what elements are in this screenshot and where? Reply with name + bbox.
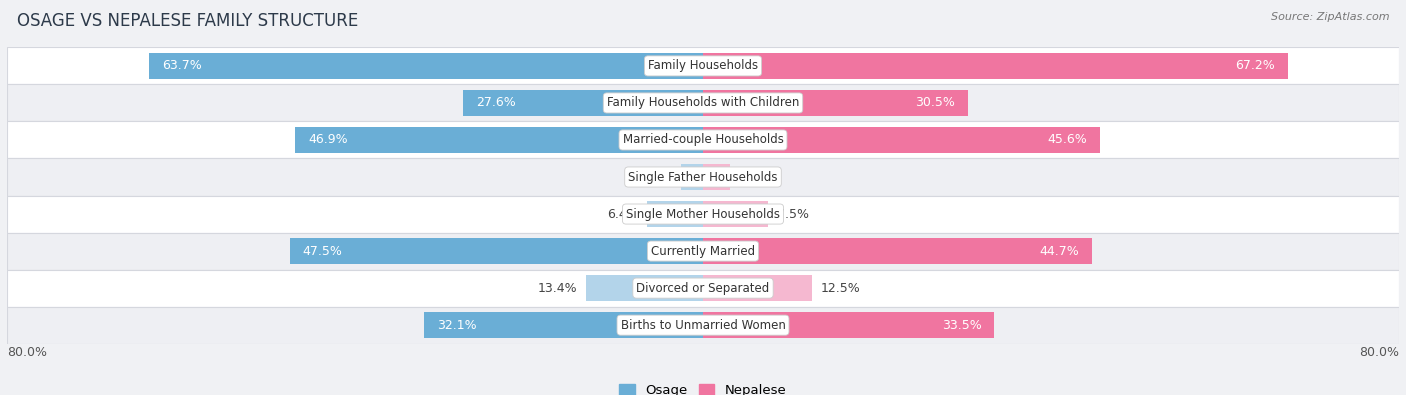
- Text: 46.9%: 46.9%: [308, 134, 347, 147]
- Text: 3.1%: 3.1%: [738, 171, 770, 184]
- FancyBboxPatch shape: [7, 307, 1399, 344]
- Bar: [703, 201, 768, 228]
- Text: 32.1%: 32.1%: [437, 319, 477, 332]
- Text: Currently Married: Currently Married: [651, 245, 755, 258]
- Bar: [295, 127, 703, 153]
- Bar: [682, 164, 703, 190]
- Text: 12.5%: 12.5%: [821, 282, 860, 295]
- FancyBboxPatch shape: [7, 85, 1399, 121]
- Text: Source: ZipAtlas.com: Source: ZipAtlas.com: [1271, 12, 1389, 22]
- FancyBboxPatch shape: [7, 196, 1399, 233]
- Text: 33.5%: 33.5%: [942, 319, 981, 332]
- Text: Family Households: Family Households: [648, 59, 758, 72]
- Text: Single Father Households: Single Father Households: [628, 171, 778, 184]
- Bar: [586, 275, 703, 301]
- Text: 47.5%: 47.5%: [302, 245, 343, 258]
- Text: 80.0%: 80.0%: [7, 346, 46, 359]
- Text: Married-couple Households: Married-couple Households: [623, 134, 783, 147]
- Bar: [647, 201, 703, 228]
- Bar: [149, 53, 703, 79]
- Text: 2.5%: 2.5%: [641, 171, 672, 184]
- Text: Single Mother Households: Single Mother Households: [626, 207, 780, 220]
- FancyBboxPatch shape: [7, 121, 1399, 158]
- Bar: [703, 275, 811, 301]
- Text: 30.5%: 30.5%: [915, 96, 955, 109]
- Bar: [703, 238, 1092, 264]
- Bar: [703, 312, 994, 339]
- Text: 7.5%: 7.5%: [778, 207, 808, 220]
- Text: 27.6%: 27.6%: [477, 96, 516, 109]
- Text: Births to Unmarried Women: Births to Unmarried Women: [620, 319, 786, 332]
- FancyBboxPatch shape: [7, 158, 1399, 196]
- Legend: Osage, Nepalese: Osage, Nepalese: [614, 379, 792, 395]
- Text: 44.7%: 44.7%: [1039, 245, 1078, 258]
- Text: 45.6%: 45.6%: [1047, 134, 1087, 147]
- Text: OSAGE VS NEPALESE FAMILY STRUCTURE: OSAGE VS NEPALESE FAMILY STRUCTURE: [17, 12, 359, 30]
- Bar: [703, 164, 730, 190]
- Text: 13.4%: 13.4%: [538, 282, 578, 295]
- Text: Family Households with Children: Family Households with Children: [607, 96, 799, 109]
- Text: 80.0%: 80.0%: [1360, 346, 1399, 359]
- Bar: [463, 90, 703, 116]
- Bar: [423, 312, 703, 339]
- Bar: [703, 127, 1099, 153]
- Text: 6.4%: 6.4%: [607, 207, 638, 220]
- FancyBboxPatch shape: [7, 233, 1399, 269]
- Bar: [290, 238, 703, 264]
- Text: Divorced or Separated: Divorced or Separated: [637, 282, 769, 295]
- FancyBboxPatch shape: [7, 269, 1399, 307]
- Text: 67.2%: 67.2%: [1234, 59, 1275, 72]
- FancyBboxPatch shape: [7, 47, 1399, 85]
- Bar: [703, 90, 969, 116]
- Text: 63.7%: 63.7%: [162, 59, 201, 72]
- Bar: [703, 53, 1288, 79]
